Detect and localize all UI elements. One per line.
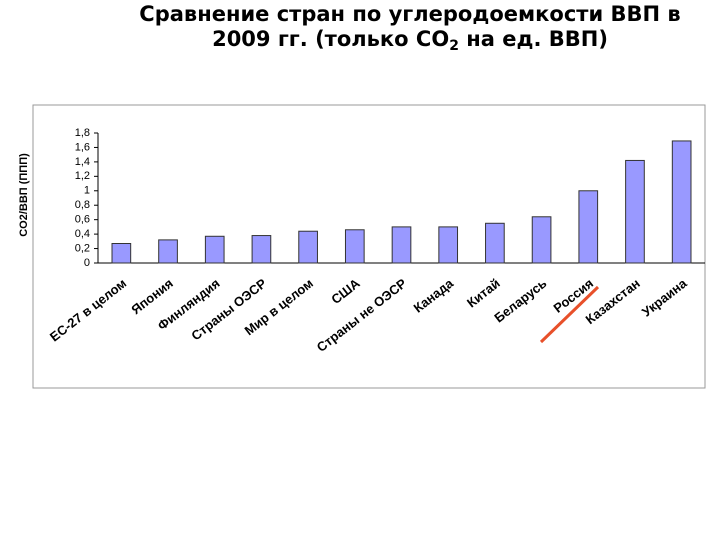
- bar: [531, 216, 552, 264]
- chart-frame: [32, 104, 706, 389]
- y-tick-label: 1,4: [75, 156, 90, 168]
- y-tick-label: 1,8: [75, 127, 90, 139]
- bar: [391, 226, 412, 264]
- y-axis-label: CO2/ВВП (ППП): [18, 153, 30, 237]
- bar: [298, 230, 318, 264]
- chart-title: Сравнение стран по углеродоемкости ВВП в…: [120, 2, 700, 59]
- bar: [344, 229, 365, 264]
- title-text: Сравнение стран по углеродоемкости ВВП в…: [139, 2, 681, 51]
- y-tick-label: 0,6: [75, 214, 90, 226]
- bar: [671, 140, 692, 264]
- y-tick-label: 1,2: [75, 170, 90, 182]
- bar: [438, 226, 459, 264]
- bar: [625, 159, 645, 264]
- y-tick-label: 0,4: [75, 228, 90, 240]
- title-text: на ед. ВВП): [458, 27, 608, 51]
- y-tick-label: 0,8: [75, 199, 90, 211]
- bar: [204, 235, 225, 264]
- bar: [158, 239, 178, 264]
- bar: [111, 243, 132, 264]
- bar: [485, 222, 505, 264]
- y-tick-label: 1,6: [75, 141, 90, 153]
- y-tick-label: 0,2: [75, 242, 90, 254]
- bar: [578, 190, 599, 264]
- bar: [251, 235, 272, 264]
- title-subscript: 2: [449, 38, 459, 54]
- y-tick-label: 1: [84, 185, 90, 197]
- y-tick-label: 0: [84, 257, 90, 269]
- strike-annotation: [539, 285, 600, 344]
